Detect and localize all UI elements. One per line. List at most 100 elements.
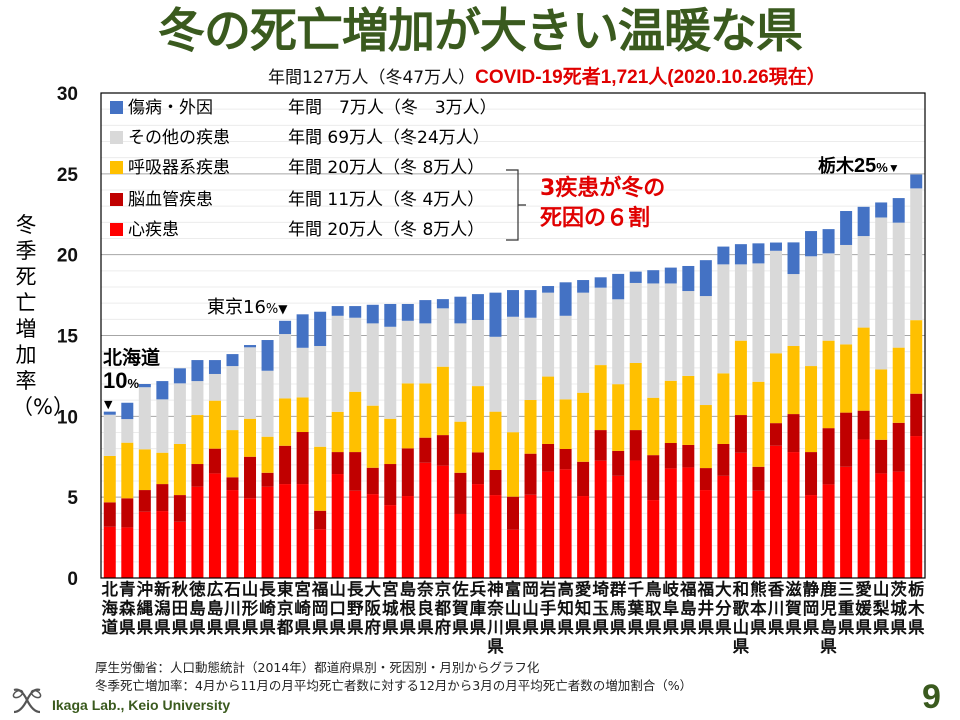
bar-segment bbox=[138, 490, 151, 512]
annotation-tokyo-name: 東京 bbox=[207, 297, 243, 318]
bar-segment bbox=[629, 271, 642, 283]
x-tick-label: 広島県 bbox=[206, 580, 224, 637]
bar-segment bbox=[910, 320, 923, 394]
x-tick-label: 岡山県 bbox=[522, 580, 539, 637]
bar-segment bbox=[910, 174, 923, 189]
bar-segment bbox=[594, 277, 607, 288]
bar-segment bbox=[173, 383, 186, 444]
x-tick-label: 長野県 bbox=[346, 580, 364, 637]
bar-segment bbox=[717, 443, 730, 476]
x-tick-label: 山形県 bbox=[241, 580, 259, 637]
bar-segment bbox=[542, 292, 555, 377]
bar-stack bbox=[208, 360, 221, 578]
bar-segment bbox=[577, 292, 590, 393]
bar-segment bbox=[542, 376, 555, 444]
bar-segment bbox=[542, 286, 555, 293]
bar-segment bbox=[734, 244, 747, 265]
bar-stack bbox=[822, 229, 835, 578]
bar-segment bbox=[314, 446, 327, 511]
marker-tochigi: ▼ bbox=[887, 161, 900, 175]
x-tick-label: 沖縄県 bbox=[136, 580, 154, 637]
bar-segment bbox=[156, 381, 169, 400]
bar-segment bbox=[857, 439, 870, 578]
bar-segment bbox=[787, 452, 800, 578]
x-tick-label: 熊本県 bbox=[750, 580, 767, 637]
bar-segment bbox=[226, 354, 239, 367]
bar-stack bbox=[857, 206, 870, 578]
bar-segment bbox=[471, 319, 484, 387]
bar-segment bbox=[191, 381, 204, 416]
bar-segment bbox=[366, 323, 379, 406]
percent-sign: % bbox=[265, 302, 279, 317]
bar-segment bbox=[279, 320, 292, 335]
legend-swatch bbox=[110, 101, 123, 114]
bar-segment bbox=[331, 315, 344, 412]
bar-segment bbox=[840, 244, 853, 345]
bar-segment bbox=[787, 274, 800, 347]
annotation-tokyo: 東京16%▼ bbox=[207, 293, 288, 319]
bar-segment bbox=[682, 444, 695, 468]
bar-stack bbox=[454, 296, 467, 578]
bar-segment bbox=[840, 344, 853, 413]
bar-segment bbox=[419, 462, 432, 578]
legend-label: 呼吸器系疾患 bbox=[128, 158, 230, 178]
y-tick-label: 15 bbox=[57, 327, 79, 348]
bar-segment bbox=[857, 327, 870, 411]
callout-line-2: 死因の６割 bbox=[540, 206, 651, 231]
bar-stack bbox=[875, 202, 888, 578]
bar-stack bbox=[647, 270, 660, 578]
bar-stack bbox=[524, 290, 537, 578]
bar-segment bbox=[577, 461, 590, 497]
bar-segment bbox=[454, 513, 467, 578]
bar-segment bbox=[629, 282, 642, 363]
bar-segment bbox=[244, 345, 257, 348]
bar-segment bbox=[769, 242, 782, 251]
legend-swatch bbox=[110, 161, 123, 174]
x-tick-label: 石川県 bbox=[224, 580, 241, 637]
page-number: 9 bbox=[922, 678, 941, 716]
x-tick-label: 山口県 bbox=[329, 580, 346, 637]
bar-segment bbox=[787, 346, 800, 415]
bar-stack bbox=[699, 260, 712, 578]
bar-segment bbox=[349, 317, 362, 392]
bar-segment bbox=[436, 366, 449, 436]
bar-segment bbox=[471, 452, 484, 485]
x-tick-label: 香川県 bbox=[767, 580, 785, 637]
bar-segment bbox=[454, 296, 467, 324]
bar-segment bbox=[717, 373, 730, 444]
bar-segment bbox=[279, 484, 292, 578]
lab-logo-icon bbox=[10, 686, 44, 720]
bar-segment bbox=[296, 397, 309, 433]
bar-segment bbox=[103, 526, 116, 578]
bar-segment bbox=[173, 443, 186, 496]
bar-segment bbox=[840, 211, 853, 245]
bar-segment bbox=[436, 308, 449, 367]
bar-segment bbox=[769, 250, 782, 354]
bar-segment bbox=[769, 423, 782, 446]
bar-segment bbox=[314, 311, 327, 347]
bar-segment bbox=[226, 477, 239, 491]
bar-segment bbox=[910, 436, 923, 578]
bar-segment bbox=[436, 299, 449, 309]
bar-segment bbox=[261, 436, 274, 473]
bars bbox=[103, 174, 923, 578]
bar-segment bbox=[875, 369, 888, 440]
bar-segment bbox=[717, 264, 730, 374]
bar-segment bbox=[524, 400, 537, 454]
bar-segment bbox=[822, 340, 835, 429]
bar-stack bbox=[892, 198, 905, 578]
bar-stack bbox=[156, 381, 169, 578]
annotation-tochigi-name: 栃木 bbox=[818, 156, 854, 176]
x-tick-label: 群馬県 bbox=[609, 580, 627, 637]
annotation-hokkaido: 北海道 10% bbox=[103, 348, 160, 395]
bar-segment bbox=[331, 411, 344, 453]
bar-segment bbox=[384, 505, 397, 578]
bar-segment bbox=[752, 490, 765, 578]
annotation-tokyo-value: 16 bbox=[243, 297, 266, 318]
bar-segment bbox=[489, 411, 502, 471]
bar-segment bbox=[699, 260, 712, 297]
bar-segment bbox=[542, 443, 555, 472]
bar-segment bbox=[314, 346, 327, 447]
bar-segment bbox=[647, 500, 660, 578]
bar-segment bbox=[699, 405, 712, 469]
